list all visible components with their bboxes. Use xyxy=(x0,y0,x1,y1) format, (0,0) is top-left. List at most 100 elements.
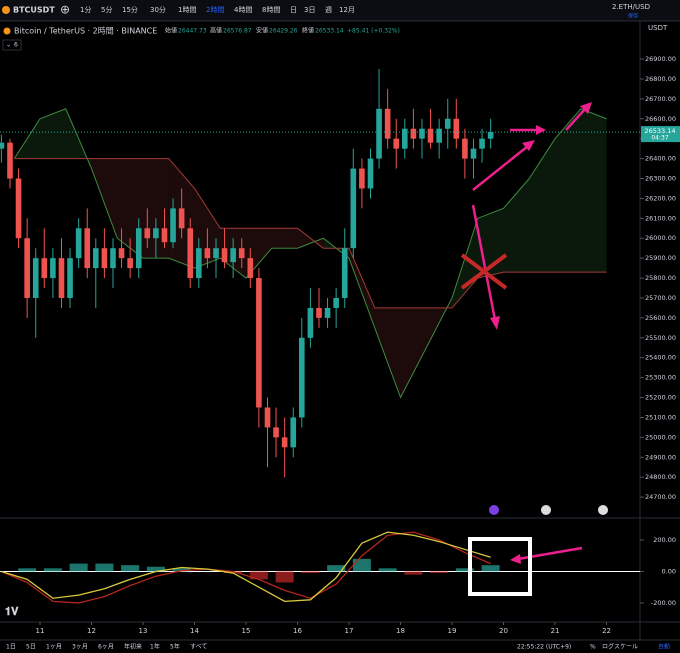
candle-body xyxy=(290,417,297,448)
interval[interactable]: 15分 xyxy=(122,5,138,14)
cloud-fill xyxy=(503,178,530,273)
candle-body xyxy=(161,228,168,243)
candle-body xyxy=(230,248,236,263)
indicator-toggle[interactable] xyxy=(2,39,22,51)
range-button[interactable]: 1ヶ月 xyxy=(46,644,62,651)
symbol[interactable]: BTCUSDT xyxy=(13,6,55,15)
save[interactable]: 保存 xyxy=(628,13,638,20)
indicator-chevron: ⌄ xyxy=(6,42,11,49)
cloud-fill xyxy=(271,228,298,249)
cloud-fill xyxy=(40,108,66,159)
y-tick-label: 25300.00 xyxy=(645,374,676,382)
y-tick-label: 26300.00 xyxy=(645,175,676,183)
add-symbol[interactable]: ⊕ xyxy=(60,3,70,17)
interval-bar: 1分 5分 15分 30分 1時間 2時間 4時間 8時間 日 3日 週 12月 xyxy=(80,5,355,14)
histogram-bar xyxy=(172,568,191,572)
legend-ohlc: 始値 26447.73 高値 26576.87 安値 26429.26 終値 2… xyxy=(165,27,400,35)
cloud-fill xyxy=(400,307,427,398)
percent-toggle[interactable]: % xyxy=(590,644,596,651)
candle-body xyxy=(195,248,202,279)
interval[interactable]: 日 xyxy=(290,6,297,14)
candle-body xyxy=(41,258,48,279)
candle-body xyxy=(187,228,194,279)
cloud-fill xyxy=(91,158,118,239)
candle-body xyxy=(0,142,5,149)
interval[interactable]: 30分 xyxy=(150,5,166,14)
cross xyxy=(460,253,508,290)
currency[interactable]: USDT xyxy=(648,24,668,32)
cloud-fill xyxy=(580,108,607,273)
interval[interactable]: 1時間 xyxy=(178,6,196,14)
candle-body xyxy=(247,258,254,279)
highlight-box xyxy=(468,537,532,596)
candle-body xyxy=(178,208,185,229)
candle-body xyxy=(213,248,219,259)
range-button[interactable]: 6ヶ月 xyxy=(98,644,114,651)
x-tick-label: 20 xyxy=(499,627,508,635)
histogram-bar xyxy=(69,563,88,572)
y-tick-label: 26200.00 xyxy=(645,194,676,202)
interval[interactable]: 8時間 xyxy=(262,6,280,14)
candle-body xyxy=(316,307,322,318)
candle-body xyxy=(15,178,22,239)
arrow xyxy=(565,107,587,131)
candle-body xyxy=(487,132,494,139)
candle-body xyxy=(110,248,116,269)
candle-body xyxy=(281,437,288,448)
range-button[interactable]: 年初来 xyxy=(124,643,142,651)
account[interactable]: 2.ETH/USD xyxy=(612,3,650,11)
range-button[interactable]: すべて xyxy=(190,644,207,651)
log-toggle[interactable]: ログスケール xyxy=(602,643,638,651)
histogram-bar xyxy=(327,565,346,572)
range-button[interactable]: 5年 xyxy=(170,643,180,651)
candle-body xyxy=(359,168,365,189)
y-tick-label: 25000.00 xyxy=(645,433,676,441)
y-tick-label: 25600.00 xyxy=(645,314,676,322)
candle-body xyxy=(273,427,279,438)
open-label: 始値 xyxy=(165,27,177,35)
arrowhead xyxy=(580,102,592,114)
interval[interactable]: 3日 xyxy=(304,6,315,14)
indicator-count: 6 xyxy=(14,42,18,49)
low-value: 26429.26 xyxy=(269,28,298,35)
arrowhead xyxy=(490,316,500,330)
event-icon[interactable] xyxy=(598,505,608,515)
close-label: 終値 xyxy=(302,27,314,35)
candle-body xyxy=(367,158,374,189)
candle-body xyxy=(135,228,142,269)
range-button[interactable]: 5日 xyxy=(26,644,36,651)
y-tick-label: 25800.00 xyxy=(645,274,676,282)
event-icon[interactable] xyxy=(541,505,551,515)
countdown: 04:37 xyxy=(651,135,668,142)
interval[interactable]: 5分 xyxy=(101,5,112,14)
range-button[interactable]: 1年 xyxy=(150,643,160,651)
event-icon[interactable] xyxy=(489,505,499,515)
histogram-bar xyxy=(481,565,500,572)
interval[interactable]: 1分 xyxy=(80,5,91,14)
arrow xyxy=(471,204,497,321)
auto-toggle[interactable]: 自動 xyxy=(658,643,670,651)
arrowhead xyxy=(522,140,535,151)
x-tick-label: 13 xyxy=(139,627,148,635)
candle-body xyxy=(324,307,331,318)
x-tick-label: 18 xyxy=(396,627,405,635)
arrow xyxy=(472,145,529,191)
y-tick-label: 25700.00 xyxy=(645,294,676,302)
interval[interactable]: 2時間 xyxy=(206,6,224,14)
candle-body xyxy=(462,138,468,159)
y-tick-label: 26700.00 xyxy=(645,95,676,103)
range-button[interactable]: 1日 xyxy=(6,644,16,651)
candle-body xyxy=(238,248,245,259)
histogram-bar xyxy=(146,566,165,572)
interval[interactable]: 4時間 xyxy=(234,6,252,14)
histogram-bar xyxy=(121,565,140,572)
interval[interactable]: 週 xyxy=(325,5,332,14)
histogram-bar xyxy=(455,568,474,572)
interval[interactable]: 12月 xyxy=(339,6,355,14)
cloud-fill xyxy=(529,138,556,273)
candle-body xyxy=(170,208,176,243)
x-tick-label: 14 xyxy=(190,627,199,635)
x-tick-label: 15 xyxy=(242,627,251,635)
range-button[interactable]: 3ヶ月 xyxy=(72,644,88,651)
